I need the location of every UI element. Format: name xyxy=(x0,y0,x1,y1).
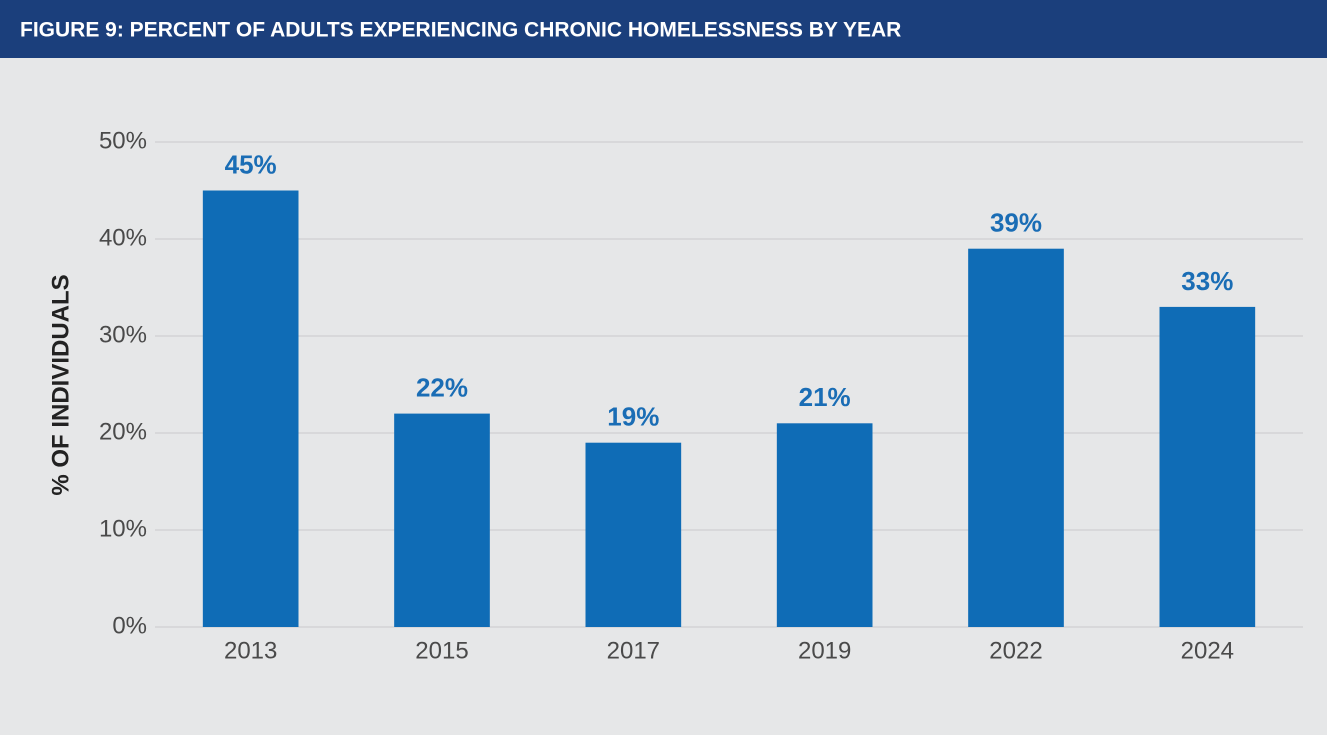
y-tick-label: 10% xyxy=(99,515,147,542)
y-tick-label: 30% xyxy=(99,321,147,348)
data-label: 21% xyxy=(799,382,851,412)
y-tick-label: 20% xyxy=(99,418,147,445)
x-tick-label: 2017 xyxy=(607,637,660,664)
bar xyxy=(968,248,1064,627)
bar xyxy=(776,423,873,627)
y-axis-label: % OF INDIVIDUALS xyxy=(47,274,74,495)
bar xyxy=(394,413,490,627)
data-label: 22% xyxy=(416,372,468,402)
data-label: 45% xyxy=(225,149,277,179)
data-label: 33% xyxy=(1181,266,1233,296)
header-band xyxy=(0,0,1327,58)
x-tick-label: 2013 xyxy=(224,637,277,664)
bar xyxy=(585,442,682,627)
y-tick-label: 50% xyxy=(99,127,147,154)
x-tick-label: 2022 xyxy=(989,637,1042,664)
y-tick-label: 40% xyxy=(99,224,147,251)
x-tick-label: 2015 xyxy=(415,637,468,664)
y-tick-label: 0% xyxy=(112,612,147,639)
x-tick-label: 2019 xyxy=(798,637,851,664)
chart-title: FIGURE 9: PERCENT OF ADULTS EXPERIENCING… xyxy=(20,19,901,42)
data-label: 39% xyxy=(990,208,1042,238)
data-label: 19% xyxy=(607,402,659,432)
bar xyxy=(202,190,299,627)
bar xyxy=(1159,306,1256,627)
x-tick-label: 2024 xyxy=(1181,637,1234,664)
